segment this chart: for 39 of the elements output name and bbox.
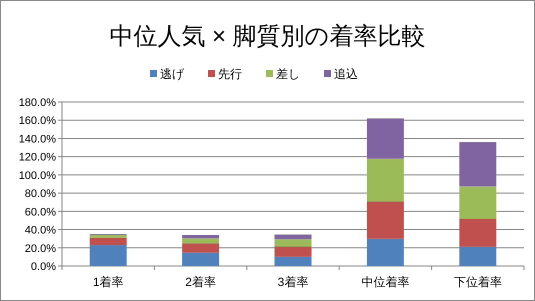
y-tick-label: 40.0% xyxy=(24,224,56,237)
y-tick-label: 160.0% xyxy=(18,115,56,128)
bar xyxy=(182,235,220,238)
bar xyxy=(366,201,404,239)
bar xyxy=(459,246,496,266)
y-tick-label: 80.0% xyxy=(24,188,56,200)
bar xyxy=(366,118,404,158)
bar xyxy=(90,245,127,266)
bar xyxy=(366,158,404,202)
bar xyxy=(459,142,496,186)
bar xyxy=(90,235,127,238)
x-tick-label: 中位着率 xyxy=(361,275,410,289)
y-tick-label: 120.0% xyxy=(18,152,56,164)
bar xyxy=(274,246,312,256)
bar xyxy=(182,252,220,266)
legend-label: 逃げ xyxy=(160,67,185,81)
bar xyxy=(459,186,496,219)
x-tick-label: 2着率 xyxy=(185,275,216,289)
x-tick-label: 3着率 xyxy=(278,275,308,289)
bar xyxy=(182,238,220,244)
legend-label: 差し xyxy=(276,67,300,81)
bar xyxy=(459,218,496,246)
bar xyxy=(90,238,127,246)
bar xyxy=(274,256,312,266)
x-tick-label: 下位着率 xyxy=(454,275,502,289)
x-tick-label: 1着率 xyxy=(92,275,124,289)
bar xyxy=(366,238,404,266)
legend-label: 先行 xyxy=(218,67,242,81)
chart-title: 中位人気 × 脚質別の着率比較 xyxy=(109,23,426,50)
y-tick-label: 180.0% xyxy=(18,97,56,109)
y-tick-label: 140.0% xyxy=(18,133,56,146)
y-tick-label: 100.0% xyxy=(18,170,56,182)
bar xyxy=(274,234,312,240)
y-tick-label: 60.0% xyxy=(24,206,56,218)
bar xyxy=(274,239,312,246)
legend-label: 追込 xyxy=(334,67,358,81)
bar xyxy=(182,243,220,252)
y-tick-label: 20.0% xyxy=(24,242,56,255)
y-tick-label: 0.0% xyxy=(30,261,56,273)
